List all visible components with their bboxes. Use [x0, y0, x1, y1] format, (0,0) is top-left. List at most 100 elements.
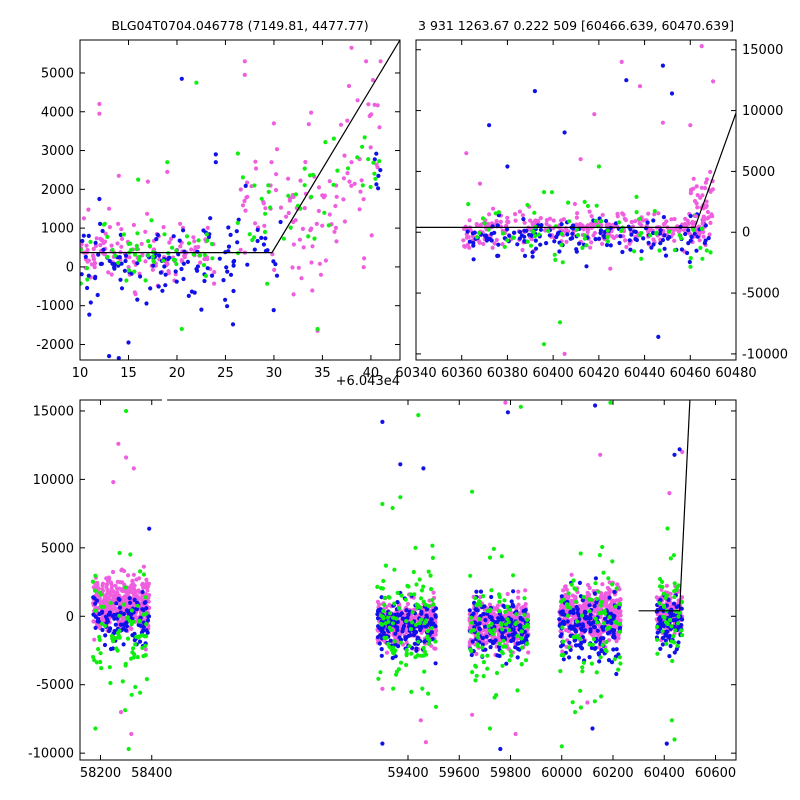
full-magenta-point: [585, 590, 590, 595]
full-green-point: [129, 692, 134, 697]
full-magenta-point: [380, 686, 385, 691]
zoom-blue-point: [86, 233, 91, 238]
zoom-magenta-point: [92, 265, 97, 270]
full-blue-point: [592, 625, 598, 630]
zoom-green-point: [126, 241, 131, 246]
full-green-point: [386, 594, 391, 600]
full-x-tick-label: 59800: [490, 766, 531, 781]
full-blue-point: [93, 625, 98, 631]
zoom-y-tick-label: 2000: [41, 183, 74, 198]
full-green-point: [672, 594, 677, 600]
zoom-blue-point: [144, 301, 149, 306]
mid-magenta-point: [544, 221, 549, 226]
mid-green-point: [699, 226, 705, 231]
full-green-point: [131, 646, 136, 651]
zoom-blue-point: [225, 269, 230, 274]
full-magenta-point: [432, 646, 437, 651]
zoom-magenta-point: [300, 226, 305, 231]
full-green-point: [601, 570, 606, 575]
full-green-point: [411, 569, 416, 575]
full-green-point: [93, 726, 98, 731]
zoom-blue-point: [261, 242, 266, 247]
zoom-blue-point: [259, 235, 264, 240]
full-green-point: [108, 680, 113, 686]
zoom-magenta-point: [367, 113, 372, 119]
zoom-blue-point: [158, 270, 163, 275]
full-green-point: [607, 615, 612, 620]
mid-green-point: [691, 227, 696, 232]
full-green-point: [515, 633, 520, 639]
full-blue-point: [602, 616, 608, 621]
full-green-point: [390, 505, 395, 511]
mid-magenta-point: [637, 221, 642, 226]
mid-magenta-point: [588, 245, 593, 250]
full-magenta-point: [124, 455, 129, 460]
zoom-axes-frame: [79, 39, 401, 361]
zoom-magenta-point: [272, 267, 277, 272]
full-blue-point: [379, 647, 384, 652]
zoom-magenta-point: [245, 180, 250, 185]
zoom-blue-point: [234, 229, 239, 234]
zoom-green-point: [362, 135, 367, 140]
mid-green-point: [657, 248, 662, 253]
zoom-blue-point: [235, 240, 240, 245]
full-blue-point: [490, 639, 495, 645]
full-green-point: [418, 605, 423, 610]
mid-green-point: [634, 194, 639, 199]
full-magenta-point: [505, 591, 510, 597]
full-blue-point: [123, 621, 128, 626]
mid-green-point: [559, 231, 564, 237]
full-green-point: [138, 569, 143, 574]
zoom-green-point: [306, 234, 311, 239]
mid-magenta-point: [572, 201, 578, 207]
full-green-point: [581, 594, 587, 600]
full-green-point: [592, 699, 598, 704]
full-green-point: [659, 579, 665, 585]
full-green-point: [141, 572, 146, 577]
full-blue-point: [393, 631, 398, 636]
full-blue-point: [605, 631, 611, 636]
full-magenta-point: [100, 599, 105, 605]
full-green-point: [505, 604, 510, 609]
full-green-point: [133, 684, 138, 690]
mid-blue-point: [471, 243, 476, 248]
zoom-green-point: [209, 241, 215, 247]
full-blue-point: [677, 447, 682, 452]
zoom-blue-point: [173, 269, 178, 274]
full-magenta-point: [112, 596, 117, 601]
full-blue-point: [578, 644, 583, 649]
zoom-green-point: [124, 278, 129, 283]
full-magenta-point: [109, 607, 114, 612]
full-magenta-point: [143, 647, 148, 652]
mid-magenta-point: [697, 238, 702, 243]
mid-green-point: [549, 190, 555, 195]
full-green-point: [90, 579, 95, 584]
full-green-point: [469, 615, 474, 620]
full-blue-point: [93, 601, 98, 606]
mid-y-tick-label: -10000: [742, 347, 788, 362]
full-magenta-point: [679, 595, 685, 600]
full-green-point: [667, 617, 673, 623]
full-green-point: [604, 649, 609, 654]
zoom-magenta-point: [192, 239, 197, 244]
full-green-point: [570, 700, 575, 705]
full-blue-point: [146, 614, 152, 619]
mid-magenta-point: [500, 242, 505, 247]
full-blue-point: [501, 603, 506, 608]
zoom-magenta-point: [269, 160, 274, 165]
zoom-title: BLG04T0704.046778 (7149.81, 4477.77): [111, 18, 368, 33]
zoom-magenta-point: [332, 229, 337, 234]
mid-magenta-point: [672, 238, 677, 243]
zoom-green-point: [204, 232, 209, 237]
full-blue-point: [504, 661, 509, 666]
zoom-blue-point: [228, 232, 233, 237]
mid-green-point: [486, 227, 491, 232]
mid-blue-point: [521, 217, 526, 222]
full-blue-point: [592, 603, 597, 609]
full-green-point: [107, 665, 112, 670]
mid-magenta-point: [640, 218, 646, 223]
full-green-point: [660, 584, 665, 590]
zoom-magenta-point: [364, 59, 369, 64]
zoom-green-point: [286, 193, 291, 198]
full-green-point: [672, 737, 677, 742]
